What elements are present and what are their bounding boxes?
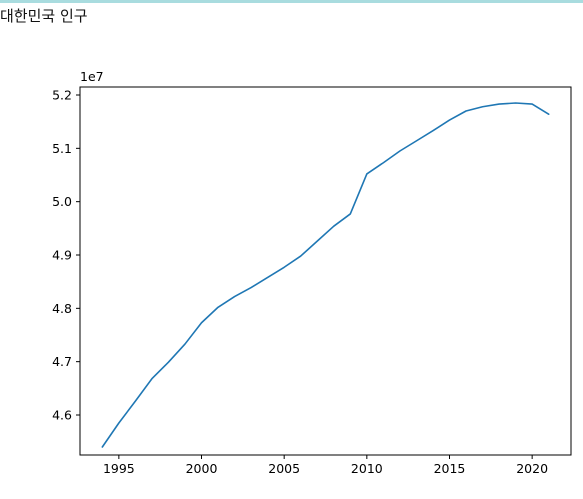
x-tick-label: 1995: [103, 461, 135, 476]
x-tick-label: 2015: [434, 461, 466, 476]
plot-frame: [79, 86, 572, 456]
x-tick-label: 2005: [268, 461, 300, 476]
y-tick-label: 4.8: [52, 301, 72, 316]
y-tick-label: 5.1: [52, 141, 72, 156]
axes: 1995 2000 2005 2010 2015 2020 4.6 4.7 4.8 4.9 5.0 5…: [52, 86, 572, 476]
y-tick-label: 5.2: [52, 88, 72, 103]
x-tick-label: 2000: [186, 461, 218, 476]
x-tick-label: 2020: [516, 461, 548, 476]
window-top-strip: [0, 0, 583, 3]
x-tick-label: 2010: [351, 461, 383, 476]
y-tick-label: 4.7: [52, 354, 72, 369]
series-line-0: [101, 102, 550, 448]
y-tick-label: 5.0: [52, 194, 72, 209]
y-tick-label: 4.6: [52, 408, 72, 423]
y-axis-offset-label: 1e7: [80, 69, 104, 84]
page-title: 대한민국 인구: [0, 7, 88, 25]
plot-area: [101, 102, 550, 448]
y-tick-label: 4.9: [52, 248, 72, 263]
